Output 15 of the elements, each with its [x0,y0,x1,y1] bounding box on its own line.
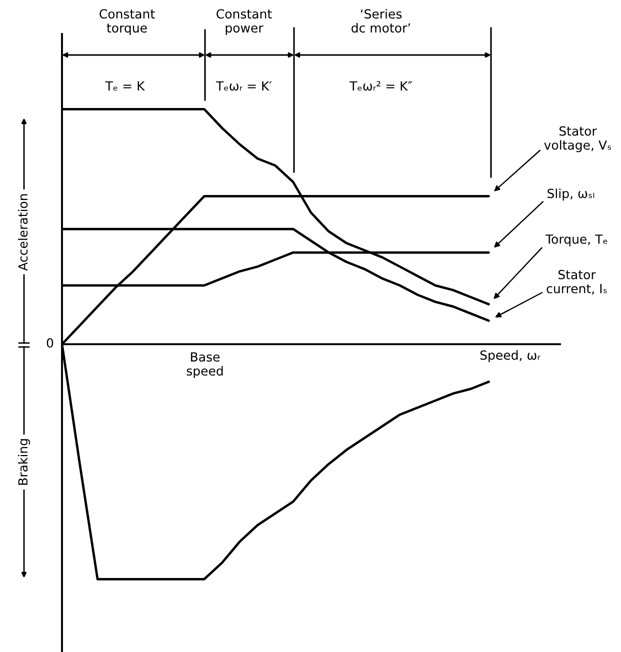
text: Stator current, Iₛ [546,270,607,295]
text: Slip, ωₛₗ [548,188,594,201]
text: Braking [18,439,30,485]
text: Constant power [216,9,272,36]
text: Acceleration [18,194,28,271]
text: Constant torque [100,9,155,36]
annotation: Base speed [186,352,223,378]
text: Stator voltage, Vₛ [544,126,612,152]
text: ‘Series dc motor’ [352,8,410,33]
annotation: 0 [46,338,54,348]
text: Tₑωᵣ = K′ [216,81,272,91]
text: Tₑ = K [105,81,145,91]
text: Tₑωᵣ² = K″ [350,81,412,91]
text: Torque, Tₑ [545,234,608,246]
x-axis-title: Speed, ωᵣ [480,350,540,362]
